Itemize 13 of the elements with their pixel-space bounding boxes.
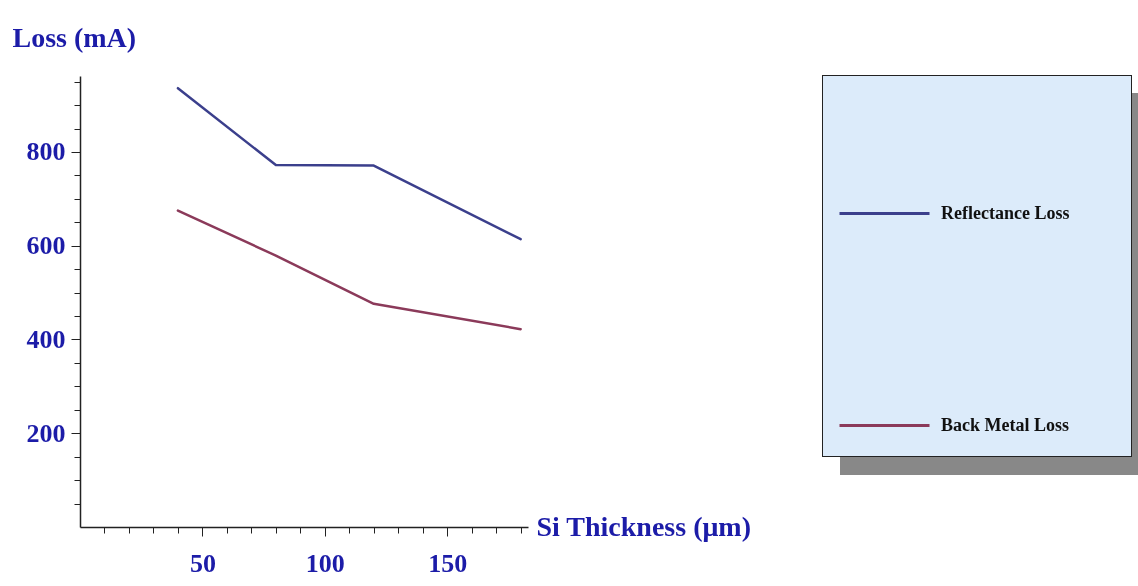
x-tick-label: 150 [428,548,468,578]
legend-label: Back Metal Loss [941,414,1069,435]
x-axis-title: Si Thickness (μm) [536,510,752,542]
y-tick-label: 400 [26,324,66,354]
y-tick-label: 800 [26,137,66,167]
line-series [176,209,522,331]
y-axis-title: Loss (mA) [12,21,137,53]
x-tick-label: 50 [189,548,216,578]
legend-label: Reflectance Loss [941,202,1070,223]
line-series [176,86,522,241]
y-tick-label: 200 [26,418,66,448]
y-tick-label: 600 [26,231,66,261]
x-tick-label: 100 [305,548,345,578]
